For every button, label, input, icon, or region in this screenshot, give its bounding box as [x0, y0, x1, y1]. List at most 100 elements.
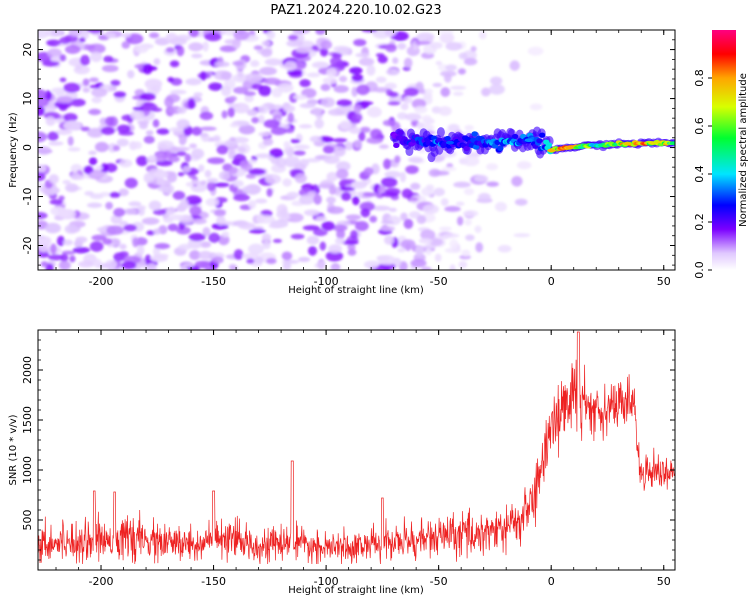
spectrogram-blob [449, 264, 456, 270]
spectrogram-blob [360, 208, 371, 218]
spectrogram-blob [293, 150, 306, 156]
spectrogram-blob [100, 126, 115, 136]
spectrogram-blob [229, 136, 236, 142]
spectrogram-blob [148, 200, 162, 211]
spectrogram-blob [433, 187, 445, 197]
spectrogram-blob [441, 233, 460, 238]
spectrogram-blob [119, 159, 133, 168]
spectrogram-blob [366, 106, 382, 118]
spectrogram-blob [353, 103, 362, 114]
spectrogram-blob [121, 41, 131, 49]
spectrogram-blob [101, 64, 119, 73]
spectrogram-blob [299, 103, 316, 109]
ridge-core [497, 145, 504, 151]
spectrogram-blob [359, 126, 371, 133]
spectrogram-blob [258, 85, 272, 97]
spectrogram-blob [223, 30, 237, 36]
spectrogram-blob [145, 130, 154, 136]
spectrogram-blob [458, 261, 468, 269]
spectrogram-blob [511, 175, 523, 187]
spectrogram-blob [134, 44, 149, 54]
spectrogram-blob [486, 163, 499, 171]
spectrogram-blob [281, 251, 293, 261]
ridge-core [511, 133, 519, 140]
spectrogram-blob [425, 248, 432, 256]
spectrogram-blob [258, 104, 269, 114]
spectrogram-blob [317, 260, 326, 270]
spectrogram-blob [258, 131, 271, 137]
snr-background [38, 330, 675, 570]
spectrogram-y-ticks: -20 -10 0 10 20 [21, 29, 675, 266]
spectrogram-blob [189, 205, 202, 216]
spectrogram-blob [152, 246, 161, 257]
spectrogram-blob [416, 215, 427, 224]
spectrogram-blob [256, 213, 265, 224]
spectrogram-blob [397, 247, 406, 253]
spectrogram-blob [118, 251, 129, 258]
spectrogram-x-tick-label: -100 [314, 275, 339, 288]
colorbar-tick-label: 0.2 [693, 213, 706, 231]
ridge-halo [405, 146, 414, 157]
spectrogram-blob [281, 207, 288, 218]
spectrogram-blob [119, 243, 127, 250]
spectrogram-blob [199, 111, 214, 121]
spectrogram-blob [309, 135, 322, 143]
spectrogram-blob [354, 221, 369, 232]
spectrogram-blob [351, 73, 364, 82]
spectrogram-blob [227, 103, 241, 108]
spectrogram-blob [439, 32, 455, 44]
spectrogram-blob [325, 250, 344, 262]
spectrogram-blob [59, 36, 71, 44]
spectrogram-blob [320, 40, 333, 50]
spectrogram-y-tick-label: 20 [21, 43, 34, 57]
spectrogram-blob [344, 141, 354, 151]
spectrogram-blob [105, 116, 115, 127]
spectrogram-blob [453, 181, 471, 188]
spectrogram-blob [212, 256, 224, 264]
spectrogram-blob [233, 86, 249, 94]
spectrogram-blob [315, 216, 328, 222]
spectrogram-blob [212, 135, 221, 142]
spectrogram-blob [282, 178, 292, 187]
spectrogram-blob [330, 265, 340, 270]
ridge-core [536, 138, 543, 144]
spectrogram-blob [50, 243, 57, 255]
spectrogram-blob [314, 118, 324, 129]
spectrogram-blob [79, 30, 90, 40]
spectrogram-blob [253, 45, 263, 51]
spectrogram-blob [481, 87, 491, 97]
spectrogram-blob [323, 154, 340, 164]
spectrogram-blob [191, 148, 205, 159]
spectrogram-blob [379, 226, 396, 232]
spectrogram-blob [232, 180, 244, 188]
spectrogram-blob [474, 174, 489, 183]
spectrogram-blob [293, 94, 308, 100]
ridge-hotspot [623, 141, 632, 146]
spectrogram-blob [372, 205, 391, 211]
spectrogram-blob [118, 188, 129, 197]
spectrogram-blob [141, 217, 160, 225]
spectrogram-blob [232, 38, 241, 49]
colorbar-gradient [712, 30, 736, 270]
spectrogram-blob [400, 103, 409, 111]
spectrogram-blob [408, 156, 423, 163]
spectrogram-blob [445, 41, 463, 51]
spectrogram-blob [336, 99, 353, 107]
spectrogram-blob [89, 171, 106, 178]
spectrogram-blob [369, 215, 378, 223]
spectrogram-blob [70, 172, 80, 180]
ridge-hotspot [524, 138, 533, 143]
spectrogram-blob [326, 67, 338, 78]
spectrogram-blob [237, 72, 244, 78]
spectrogram-blob [509, 60, 520, 71]
spectrogram-blob [94, 141, 109, 153]
spectrogram-blob [79, 54, 91, 66]
spectrogram-blob [261, 233, 272, 242]
spectrogram-blob [455, 201, 465, 206]
spectrogram-blob [336, 168, 349, 180]
spectrogram-blob [336, 161, 351, 172]
spectrogram-blob [124, 177, 138, 189]
spectrogram-blob [177, 106, 187, 114]
spectrogram-blob [180, 264, 187, 270]
spectrogram-blob [218, 170, 231, 181]
